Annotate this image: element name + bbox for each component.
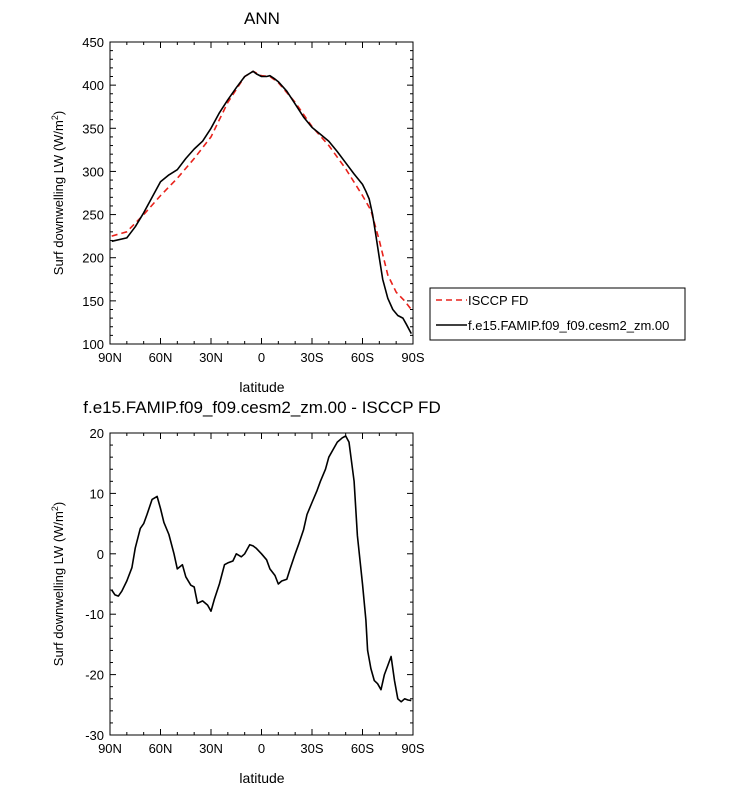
panel1-title: ANN xyxy=(244,9,280,28)
x-tick-label: 0 xyxy=(258,741,265,756)
y-tick-label: 100 xyxy=(82,337,104,352)
y-tick-label: 0 xyxy=(97,547,104,562)
panel2-series xyxy=(111,435,412,703)
x-tick-label: 60S xyxy=(351,741,374,756)
series-line-isccp xyxy=(111,70,412,310)
panel2-xlabel: latitude xyxy=(239,770,284,786)
y-tick-label: 300 xyxy=(82,164,104,179)
x-tick-label: 30S xyxy=(300,741,323,756)
x-tick-label: 60S xyxy=(351,350,374,365)
y-tick-label: 400 xyxy=(82,78,104,93)
y-tick-label: -10 xyxy=(85,607,104,622)
x-tick-label: 30N xyxy=(199,350,223,365)
legend-label-isccp: ISCCP FD xyxy=(468,293,528,308)
panel2-x-ticks: 90N 60N 30N 0 30S 60S 90S xyxy=(98,433,425,756)
y-tick-label: 350 xyxy=(82,121,104,136)
panel1-xlabel: latitude xyxy=(239,379,284,395)
y-tick-label: 10 xyxy=(90,486,104,501)
x-tick-label: 90N xyxy=(98,350,122,365)
panel2-title: f.e15.FAMIP.f09_f09.cesm2_zm.00 - ISCCP … xyxy=(83,398,440,417)
x-tick-label: 60N xyxy=(149,741,173,756)
y-tick-label: 200 xyxy=(82,251,104,266)
panel1-series xyxy=(111,70,413,334)
y-tick-label: 250 xyxy=(82,208,104,223)
x-tick-label: 30S xyxy=(300,350,323,365)
y-tick-label: 150 xyxy=(82,294,104,309)
series-line-model xyxy=(111,70,413,334)
panel1-x-ticks: 90N 60N 30N 0 30S 60S 90S xyxy=(98,42,425,365)
legend: ISCCP FD f.e15.FAMIP.f09_f09.cesm2_zm.00 xyxy=(429,287,686,341)
x-tick-label: 90N xyxy=(98,741,122,756)
panel1-plot: 100 150 200 250 300 350 400 450 90N 60N 30N 0 30S 60… xyxy=(82,35,425,365)
panel1-ylabel: Surf downwelling LW (W/m2) xyxy=(50,111,66,275)
x-tick-label: 90S xyxy=(401,350,424,365)
legend-label-model: f.e15.FAMIP.f09_f09.cesm2_zm.00 xyxy=(468,318,669,333)
panel1-frame xyxy=(109,41,414,345)
panel2-plot: -30 -20 -10 0 10 20 90N 60N 30N 0 30S 60S 90S xyxy=(85,426,425,756)
panel1-y-ticks: 100 150 200 250 300 350 400 450 xyxy=(82,35,413,352)
panel2-frame xyxy=(109,432,414,736)
series-line-model xyxy=(111,435,412,703)
y-tick-label: -30 xyxy=(85,728,104,743)
panel2-y-ticks: -30 -20 -10 0 10 20 xyxy=(85,426,413,743)
x-tick-label: 0 xyxy=(258,350,265,365)
x-tick-label: 30N xyxy=(199,741,223,756)
panel2-ylabel: Surf downwelling LW (W/m2) xyxy=(50,502,66,666)
legend-box xyxy=(429,287,686,341)
y-tick-label: -20 xyxy=(85,668,104,683)
x-tick-label: 60N xyxy=(149,350,173,365)
x-tick-label: 90S xyxy=(401,741,424,756)
y-tick-label: 450 xyxy=(82,35,104,50)
y-tick-label: 20 xyxy=(90,426,104,441)
